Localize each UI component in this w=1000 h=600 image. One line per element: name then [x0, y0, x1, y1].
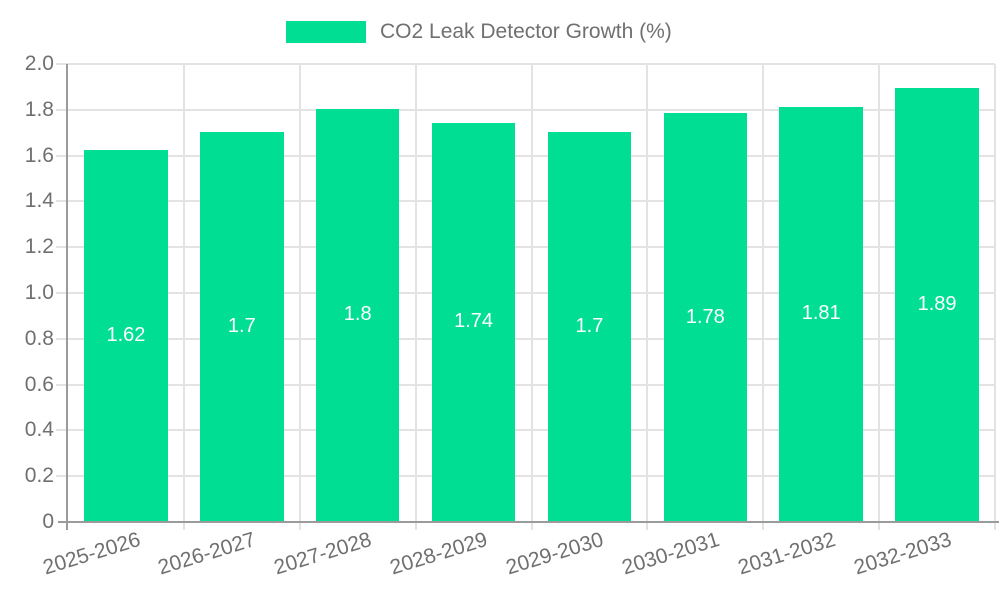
y-tick [56, 108, 68, 111]
y-tick-label: 0.2 [24, 464, 54, 488]
legend-swatch [286, 21, 366, 43]
y-tick [56, 475, 68, 478]
plot-area: 1.62 1.7 1.8 1.74 1.7 1.78 1.81 1.89 [56, 63, 999, 530]
x-tick-label: 2025-2026 [39, 528, 143, 580]
x-tick-label: 2027-2028 [271, 528, 375, 580]
x-grid-line [762, 64, 765, 530]
y-tick-label: 1.2 [24, 235, 54, 259]
y-tick-label: 0.8 [24, 326, 54, 350]
bar-value-label: 1.62 [106, 324, 146, 347]
bar-value-label: 1.74 [454, 310, 494, 333]
x-tick-label: 2029-2030 [503, 528, 607, 580]
x-tick-label: 2026-2027 [155, 528, 259, 580]
y-tick-label: 0 [42, 510, 54, 533]
bar-value-label: 1.81 [801, 302, 841, 325]
y-tick-label: 0.4 [24, 418, 54, 442]
y-tick-label: 0.6 [24, 372, 54, 396]
legend-item[interactable]: CO2 Leak Detector Growth (%) [286, 20, 672, 44]
bar[interactable]: 1.89 [895, 88, 979, 521]
x-grid-line [530, 64, 533, 530]
y-tick-label: 2.0 [24, 52, 54, 75]
y-tick [56, 63, 68, 65]
x-tick-label: 2028-2029 [387, 528, 491, 580]
y-tick-label: 1.8 [24, 97, 54, 121]
bar[interactable]: 1.7 [547, 131, 632, 521]
x-grid-line [994, 64, 996, 530]
y-tick [56, 246, 68, 249]
bar-value-label: 1.8 [343, 303, 372, 326]
x-tick-label: 2032-2033 [851, 528, 954, 580]
y-tick [56, 429, 68, 432]
y-tick [56, 200, 68, 203]
y-tick [56, 154, 68, 157]
y-tick-label: 1.6 [24, 143, 54, 167]
y-tick [56, 383, 68, 386]
y-tick [56, 292, 68, 294]
x-grid-line [182, 64, 185, 530]
x-grid-line [414, 64, 417, 530]
bar[interactable]: 1.78 [663, 113, 748, 521]
bar-value-label: 1.7 [227, 314, 256, 337]
legend-label: CO2 Leak Detector Growth (%) [380, 20, 672, 43]
bar[interactable]: 1.8 [315, 108, 400, 521]
bar-value-label: 1.7 [575, 314, 604, 337]
x-tick-label: 2030-2031 [619, 528, 723, 580]
bar[interactable]: 1.62 [84, 150, 168, 521]
x-tick-label: 2031-2032 [735, 528, 838, 580]
x-axis-line [58, 521, 999, 523]
bar[interactable]: 1.81 [779, 106, 863, 521]
bar-value-label: 1.89 [917, 293, 957, 316]
y-tick [56, 337, 68, 340]
x-grid-line [878, 64, 881, 530]
bar-value-label: 1.78 [685, 305, 725, 328]
bar[interactable]: 1.74 [431, 122, 516, 521]
y-tick-label: 1.0 [24, 281, 54, 304]
y-axis-line [66, 64, 68, 530]
bar[interactable]: 1.7 [200, 131, 284, 521]
x-grid-line [646, 64, 649, 530]
x-grid-line [298, 64, 301, 530]
y-tick-label: 1.4 [24, 189, 54, 213]
